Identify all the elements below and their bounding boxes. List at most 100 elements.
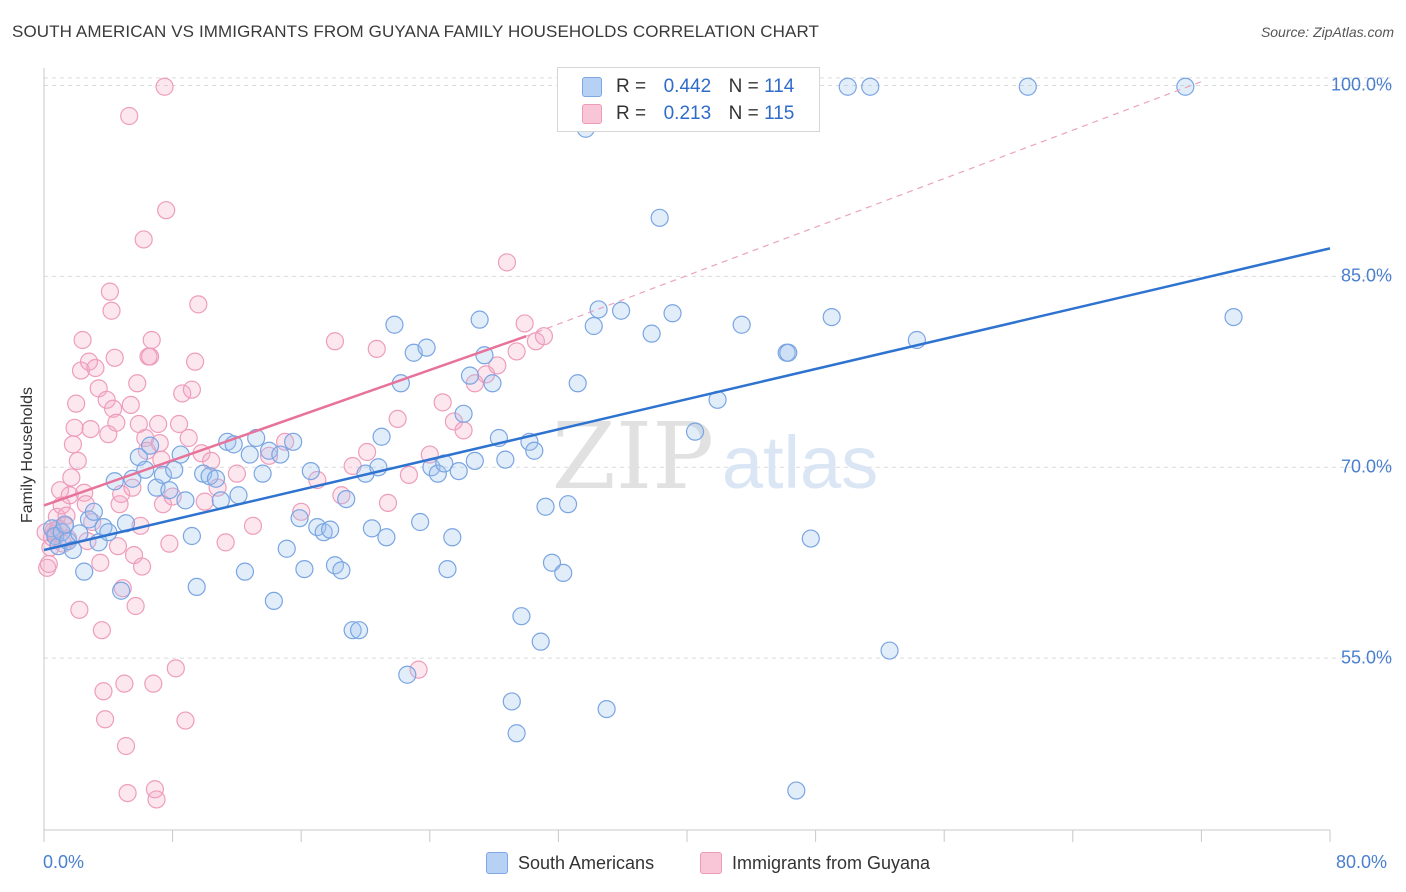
south-american-point [779, 343, 798, 362]
guyana-point [70, 600, 89, 619]
south-american-point [229, 486, 248, 505]
south-american-point [63, 540, 83, 560]
watermark: ZIP atlas [552, 403, 878, 510]
guyana-point [189, 295, 208, 314]
south-american-point [271, 445, 290, 464]
south-american-point [112, 581, 131, 600]
guyana-point [115, 674, 134, 693]
legend-r-value: 0.442 [663, 76, 712, 97]
legend-n-label: N = [728, 103, 759, 124]
south-american-point [259, 441, 279, 460]
south-american-points [42, 77, 1243, 800]
y-tick-label: 55.0% [1340, 647, 1392, 668]
guyana-point [118, 783, 137, 803]
south-american-point [584, 316, 603, 336]
south-american-point [187, 577, 206, 597]
south-american-point [822, 307, 841, 327]
guyana-point [497, 253, 517, 272]
legend-n-value: 114 [764, 76, 795, 97]
south-american-point [470, 310, 489, 329]
guyana-point [433, 393, 452, 412]
south-american-point [558, 495, 578, 514]
south-american-point [99, 523, 118, 542]
south-american-point [343, 621, 362, 640]
guyana-point [243, 516, 263, 535]
south-american-point [861, 77, 880, 96]
legend-r-label: R = [616, 103, 647, 124]
guyana-point [132, 557, 152, 576]
south-american-point [642, 324, 661, 343]
watermark-zip: ZIP [552, 403, 714, 510]
south-american-point [277, 539, 296, 558]
guyana-point [515, 314, 534, 333]
south-american-point [838, 77, 857, 96]
legend-row-guyana: R = 0.213 N = 115 [582, 102, 794, 126]
south-american-point [417, 338, 436, 357]
south-american-point [880, 641, 899, 660]
guyana-point [140, 347, 160, 366]
south-american-point [663, 304, 682, 323]
guyana-point [149, 414, 168, 434]
guyana-point [409, 660, 428, 679]
south-american-point [449, 461, 468, 481]
south-american-point [295, 559, 314, 579]
south-american-point [362, 519, 382, 538]
south-american-point [1224, 307, 1243, 327]
south-american-point [377, 528, 396, 547]
guyana-point [63, 435, 83, 454]
south-american-point [650, 208, 669, 227]
guyana-point [399, 465, 419, 485]
south-american-point [75, 562, 94, 581]
south-american-trend-line [43, 247, 1331, 552]
south-american-point [801, 529, 820, 548]
south-american-point [507, 724, 526, 743]
south-american-point [685, 422, 705, 441]
guyana-trend-line [43, 335, 527, 507]
south-american-point [240, 445, 259, 464]
guyana-point [176, 711, 195, 730]
watermark-atlas: atlas [722, 421, 878, 504]
guyana-point [97, 390, 116, 409]
south-american-point [787, 781, 806, 800]
guyana-point [120, 106, 139, 126]
south-american-point [206, 469, 226, 488]
legend-r-value: 0.213 [663, 103, 712, 124]
south-american-point [483, 374, 502, 393]
south-american-point [160, 481, 179, 500]
guyana-point [67, 394, 86, 413]
south-american-point [465, 451, 484, 471]
y-tick-label: 100.0% [1330, 74, 1392, 95]
south-american-point [554, 563, 573, 583]
x-tick-min: 0.0% [43, 852, 85, 872]
guyana-point [195, 492, 214, 511]
guyana-point [128, 374, 147, 393]
legend-n-label: N = [728, 76, 759, 97]
guyana-point [144, 674, 163, 693]
guyana-point [166, 659, 185, 678]
south-american-point [337, 489, 356, 509]
axes [43, 68, 1331, 842]
south-american-point [531, 632, 550, 651]
south-american-point [443, 528, 462, 547]
guyana-point [108, 537, 128, 556]
guyana-point [173, 384, 192, 403]
guyana-point [388, 409, 407, 429]
south-american-point [140, 436, 160, 455]
guyana-point [227, 464, 246, 483]
bottom-legend-label: Immigrants from Guyana [732, 852, 931, 873]
south-american-point [153, 465, 173, 485]
south-american-point [84, 502, 103, 521]
guyana-point [169, 414, 189, 434]
correlation-legend: R = 0.442 N = 114 R = 0.213 N = 115 [557, 67, 820, 132]
south-american-point [253, 464, 272, 483]
guyana-point [62, 468, 81, 487]
guyana-point [216, 533, 235, 552]
south-american-point [496, 450, 515, 469]
guyana-point [107, 413, 126, 432]
guyana-point [65, 418, 84, 437]
guyana-point [81, 419, 100, 439]
guyana-point [142, 330, 161, 350]
south-american-point [385, 315, 404, 334]
south-american-point [536, 497, 555, 516]
